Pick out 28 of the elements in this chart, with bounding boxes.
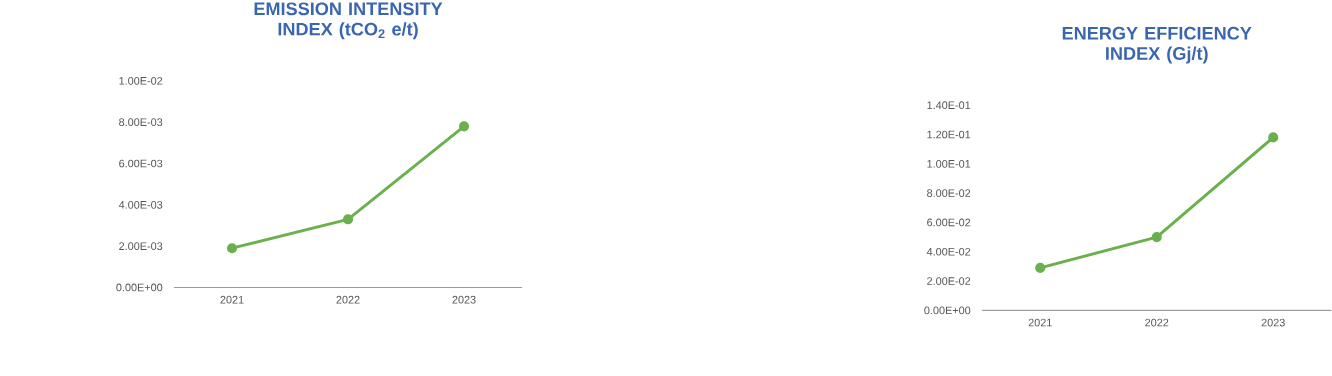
y-tick-label: 8.00E-02 — [927, 189, 971, 197]
y-tick-label: 1.00E-01 — [927, 159, 971, 168]
y-tick-label: 1.00E-02 — [119, 76, 163, 85]
point — [1035, 262, 1046, 273]
y-tick-label: 8.00E-03 — [119, 118, 163, 126]
y-tick-label: 4.00E-02 — [926, 247, 971, 256]
chart-title: EMISSION INTENSITY INDEX (tCO$_{2}$ e/t) — [254, 2, 443, 39]
x-tick-label: 2021 — [220, 295, 244, 304]
x-tick-label: 2022 — [1145, 318, 1169, 327]
y-tick-label: 6.00E-03 — [119, 159, 163, 168]
y-tick-label: 0.00E+00 — [116, 283, 163, 292]
point — [1151, 231, 1162, 243]
y-tick-label: 1.20E-01 — [927, 130, 971, 139]
point — [342, 214, 354, 225]
x-tick-label: 2021 — [1028, 318, 1052, 327]
point — [1268, 132, 1279, 143]
y-tick-label: 6.00E-02 — [927, 218, 971, 227]
y-tick-label: 2.00E-02 — [927, 277, 971, 285]
y-tick-label: 1.40E-01 — [927, 101, 971, 109]
x-tick-label: 2022 — [336, 295, 360, 304]
y-tick-label: 0.00E+00 — [924, 306, 971, 315]
chart-title: ENERGY EFFICIENCY INDEX (Gj/t) — [1062, 26, 1252, 64]
y-tick-label: 4.00E-03 — [118, 200, 163, 209]
x-tick-label: 2023 — [452, 295, 476, 304]
point — [226, 242, 238, 254]
x-tick-label: 2023 — [1261, 318, 1285, 327]
y-tick-label: 2.00E-03 — [119, 242, 163, 250]
point — [458, 121, 470, 132]
